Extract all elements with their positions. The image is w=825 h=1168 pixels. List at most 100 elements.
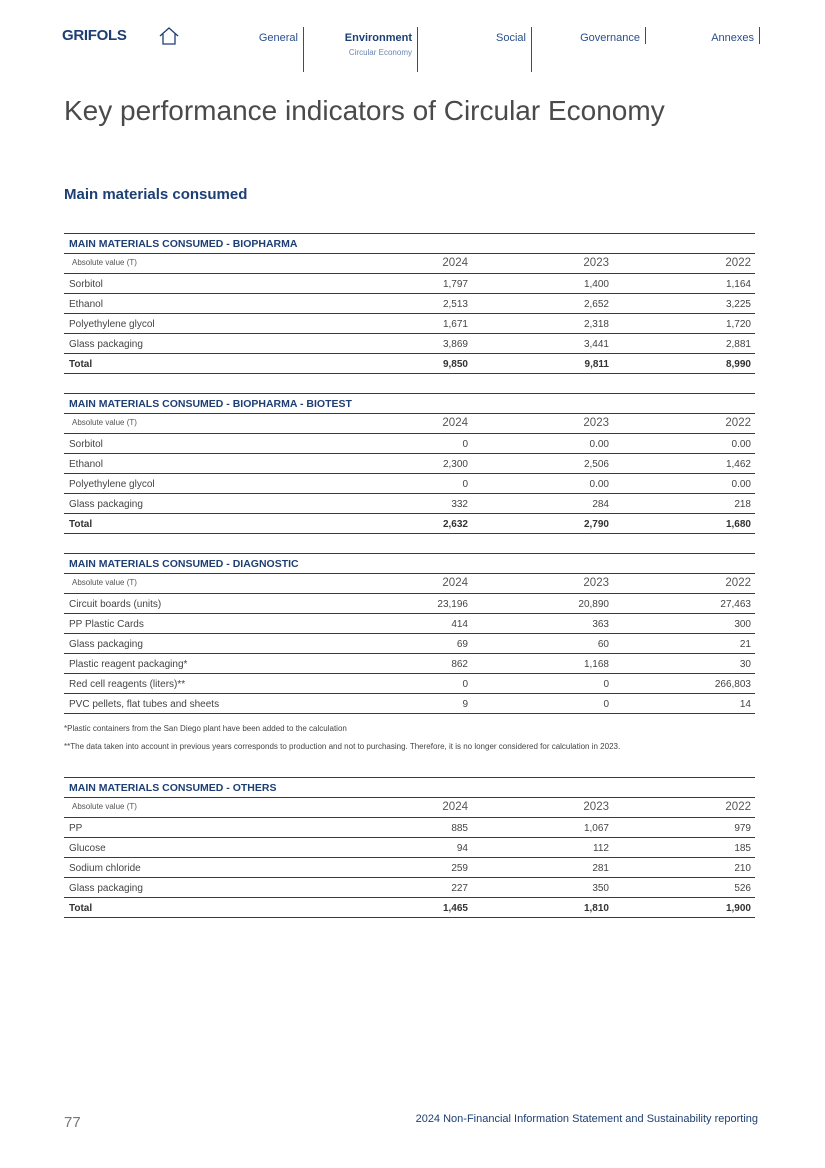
- table-cell: 0: [603, 699, 609, 710]
- table-cell: 112: [593, 843, 609, 854]
- table-header-row: Absolute value (T) 2024 2023 2022: [64, 798, 755, 818]
- logo: GRIFOLS: [62, 27, 127, 44]
- table-cell: 0: [603, 679, 609, 690]
- data-table: MAIN MATERIALS CONSUMED - BIOPHARMA - BI…: [64, 393, 755, 534]
- table-cell: Glass packaging: [69, 883, 143, 894]
- table-cell: 2,790: [583, 519, 609, 530]
- column-header: 2022: [725, 417, 751, 429]
- table-cell: 0.00: [731, 439, 751, 450]
- table-row: PP 885 1,067 979: [64, 818, 755, 838]
- table-cell: 862: [451, 659, 468, 670]
- table-cell: 60: [597, 639, 609, 650]
- table-row: Ethanol 2,300 2,506 1,462: [64, 454, 755, 474]
- table-row: Circuit boards (units) 23,196 20,890 27,463: [64, 594, 755, 614]
- table-cell: Polyethylene glycol: [69, 319, 155, 330]
- table-row: Glass packaging 3,869 3,441 2,881: [64, 334, 755, 354]
- table-cell: 21: [739, 639, 751, 650]
- page-number: 77: [64, 1114, 81, 1131]
- table-cell: 9,850: [442, 359, 468, 370]
- table-cell: 8,990: [725, 359, 751, 370]
- table-row: Glass packaging 227 350 526: [64, 878, 755, 898]
- table-cell: 281: [592, 863, 609, 874]
- table-cell: 1,797: [442, 279, 468, 290]
- column-header: 2024: [442, 417, 468, 429]
- table-cell: 9,811: [584, 359, 609, 370]
- nav-item[interactable]: Annexes: [711, 32, 754, 44]
- table-cell: 2,632: [442, 519, 468, 530]
- table-cell: 185: [734, 843, 751, 854]
- nav-divider: [531, 27, 532, 72]
- table-row: Polyethylene glycol 0 0.00 0.00: [64, 474, 755, 494]
- table-cell: Sodium chloride: [69, 863, 141, 874]
- table-row: Sorbitol 0 0.00 0.00: [64, 434, 755, 454]
- table-cell: 979: [734, 823, 751, 834]
- column-header: Absolute value (T): [72, 258, 137, 267]
- column-header: Absolute value (T): [72, 802, 137, 811]
- table-row: Glass packaging 69 60 21: [64, 634, 755, 654]
- table-cell: 2,513: [442, 299, 468, 310]
- table-cell: PP: [69, 823, 83, 834]
- table-cell: 0.00: [731, 479, 751, 490]
- table-cell: 1,720: [725, 319, 751, 330]
- table-cell: Plastic reagent packaging*: [69, 659, 188, 670]
- table-row: PP Plastic Cards 414 363 300: [64, 614, 755, 634]
- table-row: Ethanol 2,513 2,652 3,225: [64, 294, 755, 314]
- nav-item[interactable]: General: [258, 32, 298, 44]
- table-cell: 0: [462, 479, 468, 490]
- table-total-row: Total 1,465 1,810 1,900: [64, 898, 755, 918]
- footnotes: *Plastic containers from the San Diego p…: [64, 714, 755, 754]
- home-icon[interactable]: [158, 26, 180, 46]
- data-table: MAIN MATERIALS CONSUMED - OTHERS Absolute…: [64, 777, 755, 918]
- table-cell: 1,168: [583, 659, 609, 670]
- table-title: MAIN MATERIALS CONSUMED - BIOPHARMA - BI…: [64, 393, 755, 414]
- table-cell: 1,164: [725, 279, 751, 290]
- column-header: 2023: [583, 801, 609, 813]
- table-cell: PVC pellets, flat tubes and sheets: [69, 699, 220, 710]
- table-cell: Total: [69, 519, 93, 530]
- table-cell: 0.00: [589, 479, 609, 490]
- table-cell: 414: [451, 619, 468, 630]
- table-cell: Glass packaging: [69, 499, 143, 510]
- table-cell: 350: [592, 883, 609, 894]
- footnote: **The data taken into account in previou…: [64, 742, 621, 751]
- nav-item-active[interactable]: Environment: [344, 32, 412, 44]
- table-cell: Glucose: [69, 843, 106, 854]
- table-header-row: Absolute value (T) 2024 2023 2022: [64, 254, 755, 274]
- column-header: Absolute value (T): [72, 578, 137, 587]
- table-title: MAIN MATERIALS CONSUMED - OTHERS: [64, 777, 755, 798]
- table-cell: 69: [456, 639, 468, 650]
- column-header: 2024: [442, 801, 468, 813]
- table-cell: 332: [451, 499, 468, 510]
- table-row: Glucose 94 112 185: [64, 838, 755, 858]
- table-row: Plastic reagent packaging* 862 1,168 30: [64, 654, 755, 674]
- table-cell: Ethanol: [69, 299, 103, 310]
- table-cell: 259: [451, 863, 468, 874]
- footer-text: 2024 Non-Financial Information Statement…: [415, 1113, 758, 1125]
- table-cell: 300: [734, 619, 751, 630]
- table-cell: 27,463: [720, 599, 751, 610]
- table-cell: 20,890: [578, 599, 609, 610]
- table-row: Sodium chloride 259 281 210: [64, 858, 755, 878]
- table-cell: 2,318: [583, 319, 609, 330]
- table-header-row: Absolute value (T) 2024 2023 2022: [64, 574, 755, 594]
- table-row: Glass packaging 332 284 218: [64, 494, 755, 514]
- table-cell: 30: [739, 659, 751, 670]
- table-cell: 218: [734, 499, 751, 510]
- table-row: Red cell reagents (liters)** 0 0 266,803: [64, 674, 755, 694]
- table-cell: 23,196: [437, 599, 468, 610]
- table-cell: Glass packaging: [69, 339, 143, 350]
- nav-subitem[interactable]: Circular Economy: [348, 48, 412, 57]
- nav-item[interactable]: Social: [496, 32, 526, 44]
- column-header: Absolute value (T): [72, 418, 137, 427]
- nav-item[interactable]: Governance: [580, 32, 640, 44]
- table-title: MAIN MATERIALS CONSUMED - BIOPHARMA: [64, 233, 755, 254]
- table-cell: 3,869: [442, 339, 468, 350]
- section-heading: Main materials consumed: [64, 186, 248, 203]
- page-title: Key performance indicators of Circular E…: [64, 95, 665, 126]
- table-cell: 363: [592, 619, 609, 630]
- table-cell: 2,506: [583, 459, 609, 470]
- table-row: Sorbitol 1,797 1,400 1,164: [64, 274, 755, 294]
- table-cell: Circuit boards (units): [69, 599, 162, 610]
- table-cell: 14: [739, 699, 751, 710]
- table-cell: 210: [734, 863, 751, 874]
